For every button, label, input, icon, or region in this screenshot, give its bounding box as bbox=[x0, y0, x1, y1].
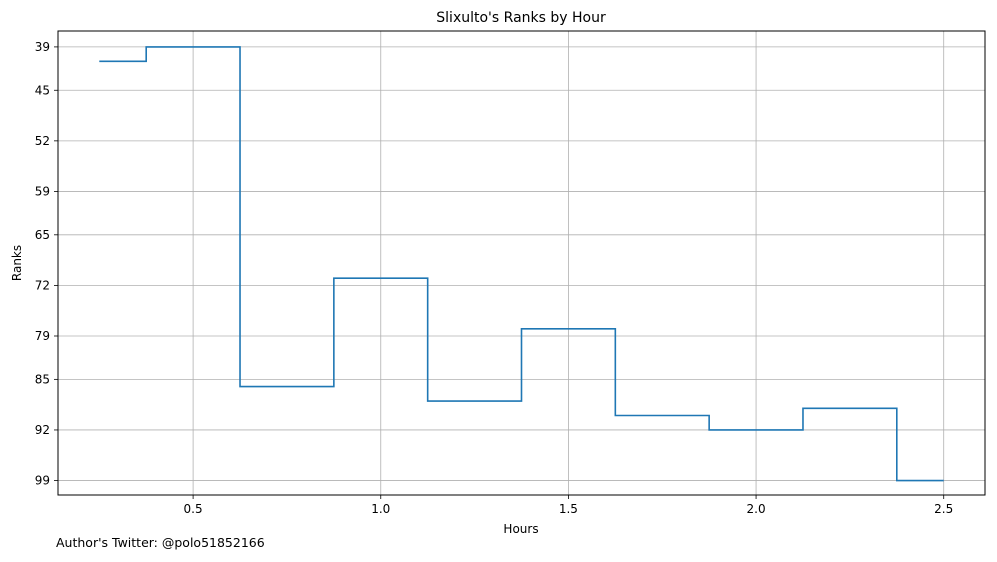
x-tick-label: 1.0 bbox=[371, 502, 390, 516]
grid bbox=[58, 31, 985, 495]
x-tick-label: 1.5 bbox=[559, 502, 578, 516]
author-footnote: Author's Twitter: @polo51852166 bbox=[56, 535, 265, 550]
plot-frame bbox=[57, 30, 986, 496]
y-tick-label: 39 bbox=[35, 40, 50, 54]
x-axis-label: Hours bbox=[503, 522, 538, 536]
y-tick-label: 92 bbox=[35, 423, 50, 437]
rank-series-line bbox=[99, 46, 944, 482]
y-tick-label: 72 bbox=[35, 278, 50, 292]
y-tick-label: 85 bbox=[35, 372, 50, 386]
chart-title: Slixulto's Ranks by Hour bbox=[436, 10, 606, 26]
x-tick-label: 2.0 bbox=[747, 502, 766, 516]
x-tick-label: 0.5 bbox=[184, 502, 203, 516]
y-tick-label: 52 bbox=[35, 134, 50, 148]
y-tick-label: 59 bbox=[35, 184, 50, 198]
x-tick-label: 2.5 bbox=[934, 502, 953, 516]
y-tick-label: 65 bbox=[35, 228, 50, 242]
y-tick-label: 79 bbox=[35, 329, 50, 343]
y-tick-label: 45 bbox=[35, 83, 50, 97]
y-axis-label: Ranks bbox=[10, 245, 24, 281]
y-tick-label: 99 bbox=[35, 474, 50, 488]
axis-ticks: 0.5 1.0 1.5 2.0 2.5 39 45 52 59 65 72 79 85 92 99 bbox=[35, 40, 954, 516]
